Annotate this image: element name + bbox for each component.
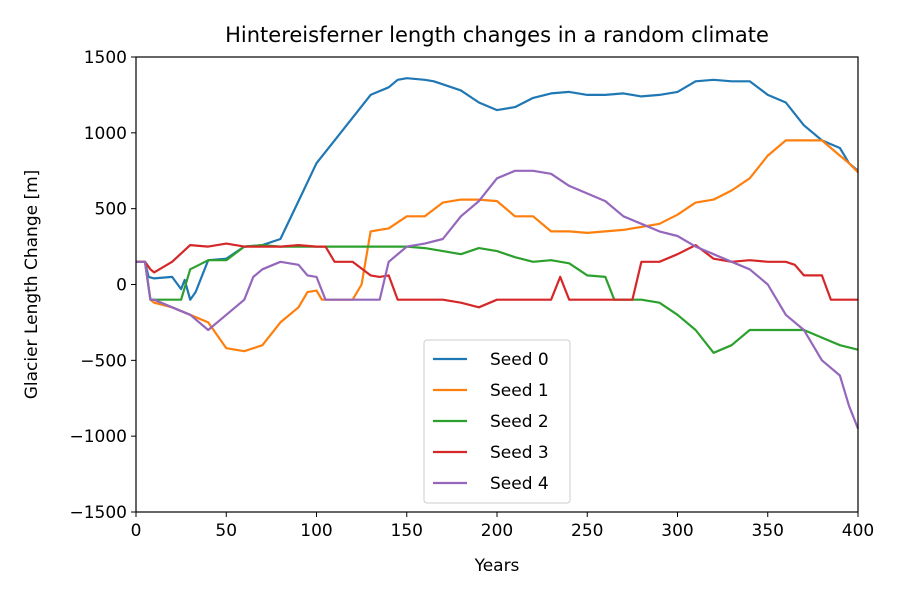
x-axis-label: Years bbox=[474, 556, 520, 576]
legend-label-seed-0: Seed 0 bbox=[490, 350, 549, 370]
legend: Seed 0 Seed 1 Seed 2 Seed 3 Seed 4 bbox=[423, 339, 571, 504]
legend-label-seed-2: Seed 2 bbox=[490, 412, 549, 432]
y-tick-label: 1000 bbox=[84, 124, 127, 144]
y-tick-label: −1500 bbox=[69, 503, 127, 523]
series-line-seed-3 bbox=[136, 242, 858, 309]
x-tick-label: 150 bbox=[391, 521, 423, 541]
x-tick-label: 250 bbox=[571, 521, 603, 541]
x-tick-label: 300 bbox=[661, 521, 693, 541]
series-line-seed-0 bbox=[136, 77, 859, 301]
legend-label-seed-4: Seed 4 bbox=[490, 474, 549, 494]
chart-title: Hintereisferner length changes in a rand… bbox=[225, 23, 769, 47]
x-tick-label: 0 bbox=[131, 521, 142, 541]
y-axis-label: Glacier Length Change [m] bbox=[22, 170, 42, 400]
y-tick-label: 0 bbox=[116, 276, 127, 296]
legend-box bbox=[423, 339, 571, 504]
legend-label-seed-1: Seed 1 bbox=[490, 381, 549, 401]
series-line-seed-2 bbox=[136, 244, 859, 354]
y-tick-label: −500 bbox=[80, 351, 127, 371]
x-tick-label: 400 bbox=[842, 521, 874, 541]
legend-label-seed-3: Seed 3 bbox=[490, 443, 549, 463]
y-tick-label: −1000 bbox=[69, 427, 127, 447]
x-tick-label: 200 bbox=[481, 521, 513, 541]
x-tick-label: 350 bbox=[752, 521, 784, 541]
series-line-seed-1 bbox=[136, 139, 859, 353]
x-tick-label: 100 bbox=[300, 521, 332, 541]
y-tick-label: 1500 bbox=[84, 48, 127, 68]
y-tick-label: 500 bbox=[95, 200, 127, 220]
x-tick-label: 50 bbox=[215, 521, 237, 541]
series-line-seed-4 bbox=[136, 169, 860, 430]
